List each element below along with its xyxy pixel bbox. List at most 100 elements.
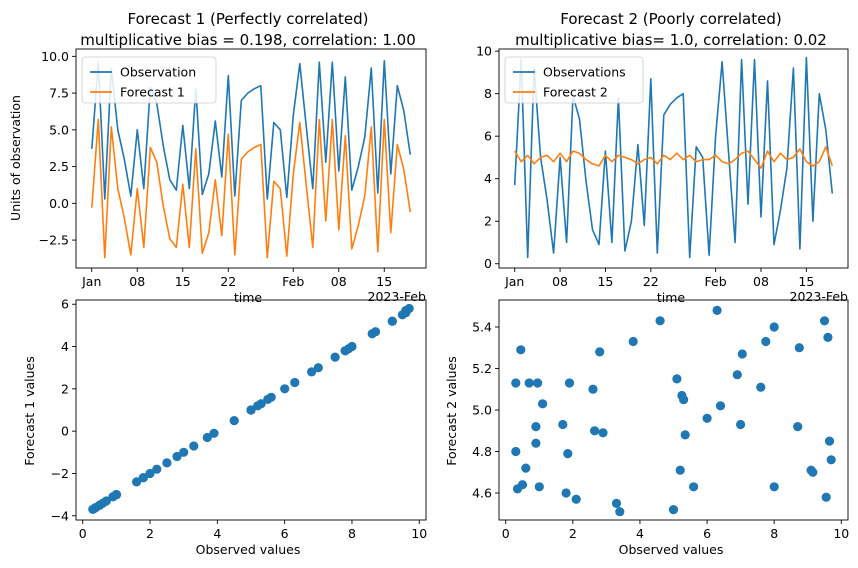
chart1-xtick-label: 22 [220,274,236,289]
chart1-xtick-label: 08 [331,274,347,289]
chart3-scatter-point [266,392,276,402]
chart4-scatter-point [538,399,548,409]
chart4-scatter-point [761,336,771,347]
chart3-scatter-point [152,464,162,474]
chart4-scatter-point [571,494,581,504]
chart4-scatter-point [628,336,638,347]
chart4-ytick-label: 5.4 [472,319,492,334]
chart1-legend-box [81,56,217,104]
chart4-scatter-point [769,322,779,332]
chart3-scatter-point [209,428,219,438]
chart3-scatter-point [347,341,357,352]
chart3-scatter-point [387,316,397,326]
chart3-scatter-point [179,447,189,457]
chart4-scatter-point [824,436,835,446]
chart4-ytick-label: 5.2 [472,361,492,376]
chart1-legend-label: Forecast 1 [120,85,185,100]
chart4-scatter-point [675,465,685,475]
chart1-title-line1: Forecast 1 (Perfectly correlated) [128,10,369,28]
chart4-scatter-point [819,316,830,326]
chart3-scatter-point [101,496,111,506]
chart4-scatter-point [563,449,573,459]
chart4-scatter-point [517,480,528,490]
chart4-scatter-point [516,345,526,355]
chart4-scatter-point [611,498,622,508]
panel-forecast1-scatter: −4 −2 0 2 4 6 0 2 4 6 8 10 Observed values Forecast… [22,297,427,557]
chart3-ytick-label: 0 [61,424,69,439]
chart4-scatter-point [736,419,746,430]
chart4-xtick-label: 2 [569,526,577,541]
chart1-axes-frame [75,48,427,269]
chart3-xtick-label: 8 [348,526,356,541]
chart3-scatter-point [330,352,340,362]
chart3-scatter-point [280,384,290,394]
chart3-ylabel: Forecast 1 values [22,356,37,465]
chart2-ytick-label: 4 [484,171,492,186]
chart3-ytick-label: 6 [61,297,69,312]
chart4-scatter-point [821,492,831,502]
panel-forecast2-timeseries: Forecast 2 (Poorly correlated) multiplic… [476,10,849,305]
chart1-plot-area: −2.5 0.0 2.5 5.0 7.5 10.0 Jan 08 15 22 Feb 08 15 Obse… [39,48,427,289]
chart3-xtick-label: 6 [281,526,289,541]
panel-forecast1-timeseries: Forecast 1 (Perfectly correlated) multip… [8,10,427,305]
chart1-series-line-2 [91,118,412,259]
chart4-scatter-point [598,428,608,438]
chart2-xtick-label: Jan [504,274,524,289]
chart4-scatter-point [769,482,779,492]
chart2-series-line-2 [514,146,834,169]
chart4-scatter-point [531,422,541,432]
chart2-ytick-label: 2 [484,214,492,229]
chart3-scatter-point [313,363,323,373]
chart4-axes-frame [498,299,849,521]
chart3-xtick-label: 4 [213,526,221,541]
chart4-xtick-label: 4 [636,526,644,541]
chart1-ytick-label: −2.5 [39,233,69,248]
chart3-scatter-point [162,458,172,468]
chart2-ytick-label: 6 [484,129,492,144]
chart1-xtick-label: Jan [81,274,101,289]
chart4-scatter-point [533,378,543,388]
chart4-scatter-point [689,482,699,492]
chart3-ytick-label: 2 [61,381,69,396]
chart4-scatter-point [595,347,605,357]
chart1-ytick-label: 10.0 [41,49,69,64]
chart3-scatter-point [172,451,182,462]
chart2-legend-label: Forecast 2 [543,85,608,100]
chart4-scatter-point [737,349,747,359]
chart4-xlabel: Observed values [619,542,724,557]
chart1-title-line2: multiplicative bias = 0.198, correlation… [80,31,416,49]
chart4-scatter-point [712,305,722,315]
chart4-ytick-label: 5.0 [472,403,492,418]
chart4-scatter-point [715,401,726,411]
chart4-scatter-point [808,467,818,477]
chart3-scatter-point [145,468,155,479]
chart4-scatter-point [588,384,598,394]
chart4-scatter-point [521,463,531,473]
chart2-title-line2: multiplicative bias= 1.0, correlation: 0… [515,31,827,49]
chart2-xtick-label: 15 [597,274,613,289]
chart1-ylabel: Units of observation [8,95,23,221]
chart3-scatter-point [290,377,300,388]
chart4-ytick-label: 4.6 [472,486,492,501]
chart2-xtick-label: 15 [798,274,814,289]
chart3-xlabel: Observed values [196,542,301,557]
chart4-scatter-point [561,488,571,498]
chart4-ylabel: Forecast 2 values [444,356,459,465]
chart2-ytick-label: 8 [484,86,492,101]
chart4-xtick-label: 0 [502,526,510,541]
chart4-scatter-point [668,505,679,515]
chart4-scatter-point [615,507,625,517]
chart4-scatter-point [564,378,575,388]
chart4-scatter-point [511,378,521,388]
chart3-scatter-point [189,441,199,451]
chart4-scatter-point [702,413,712,423]
chart4-scatter-point [534,482,544,492]
chart2-plot-area: 0 2 4 6 8 10 Jan 08 15 22 Feb 08 15 Observations Forec… [476,44,849,289]
chart4-ytick-label: 4.8 [472,444,492,459]
chart4-scatter-point [590,426,600,436]
chart1-series-line-1 [91,59,412,200]
chart4-scatter-point [558,419,568,430]
chart3-ytick-label: −4 [51,508,69,523]
chart1-xtick-label: Feb [282,274,304,289]
chart1-ytick-label: 2.5 [49,159,69,174]
